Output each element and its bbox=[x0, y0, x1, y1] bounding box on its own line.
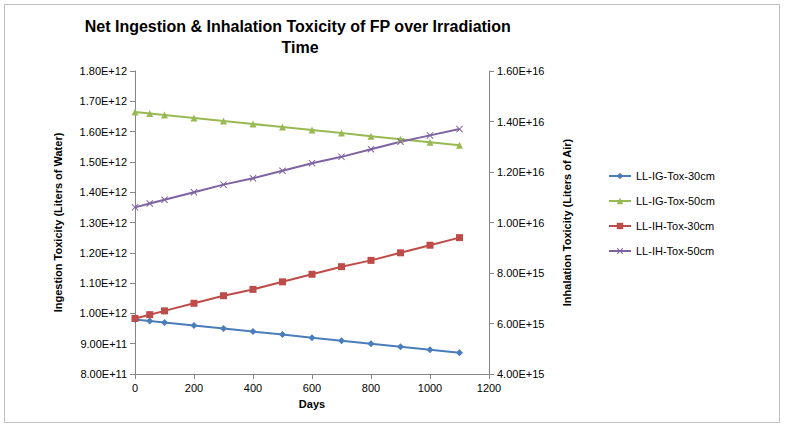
svg-text:Days: Days bbox=[299, 398, 325, 410]
svg-text:1.80E+12: 1.80E+12 bbox=[80, 65, 127, 77]
svg-text:LL-IH-Tox-50cm: LL-IH-Tox-50cm bbox=[636, 245, 714, 257]
svg-text:Net Ingestion & Inhalation Tox: Net Ingestion & Inhalation Toxicity of F… bbox=[85, 18, 516, 35]
svg-text:1.20E+16: 1.20E+16 bbox=[497, 166, 544, 178]
svg-text:1.40E+16: 1.40E+16 bbox=[497, 116, 544, 128]
svg-text:1.50E+12: 1.50E+12 bbox=[80, 156, 127, 168]
svg-text:0: 0 bbox=[132, 382, 138, 394]
svg-text:600: 600 bbox=[303, 382, 321, 394]
svg-text:200: 200 bbox=[185, 382, 203, 394]
svg-text:4.00E+15: 4.00E+15 bbox=[497, 368, 544, 380]
svg-text:Ingestion Toxicity (Liters of: Ingestion Toxicity (Liters of Water) bbox=[52, 132, 64, 312]
svg-text:1.60E+12: 1.60E+12 bbox=[80, 126, 127, 138]
svg-text:Inhalation Toxicity (Liters of: Inhalation Toxicity (Liters of Air) bbox=[561, 138, 573, 306]
svg-text:Time: Time bbox=[281, 39, 318, 56]
svg-text:8.00E+11: 8.00E+11 bbox=[80, 368, 127, 380]
svg-text:9.00E+11: 9.00E+11 bbox=[80, 338, 127, 350]
svg-text:1.60E+16: 1.60E+16 bbox=[497, 65, 544, 77]
svg-text:1.30E+12: 1.30E+12 bbox=[80, 217, 127, 229]
svg-text:1000: 1000 bbox=[418, 382, 442, 394]
svg-text:1.00E+12: 1.00E+12 bbox=[80, 307, 127, 319]
svg-text:400: 400 bbox=[244, 382, 262, 394]
svg-text:1.20E+12: 1.20E+12 bbox=[80, 247, 127, 259]
svg-text:LL-IH-Tox-30cm: LL-IH-Tox-30cm bbox=[636, 220, 714, 232]
svg-text:1.00E+16: 1.00E+16 bbox=[497, 217, 544, 229]
svg-text:1.40E+12: 1.40E+12 bbox=[80, 186, 127, 198]
svg-text:8.00E+15: 8.00E+15 bbox=[497, 267, 544, 279]
svg-text:6.00E+15: 6.00E+15 bbox=[497, 318, 544, 330]
svg-text:1.10E+12: 1.10E+12 bbox=[80, 277, 127, 289]
svg-text:800: 800 bbox=[362, 382, 380, 394]
svg-text:LL-IG-Tox-50cm: LL-IG-Tox-50cm bbox=[636, 195, 715, 207]
svg-text:LL-IG-Tox-30cm: LL-IG-Tox-30cm bbox=[636, 170, 715, 182]
svg-text:1.70E+12: 1.70E+12 bbox=[80, 95, 127, 107]
svg-text:1200: 1200 bbox=[477, 382, 501, 394]
